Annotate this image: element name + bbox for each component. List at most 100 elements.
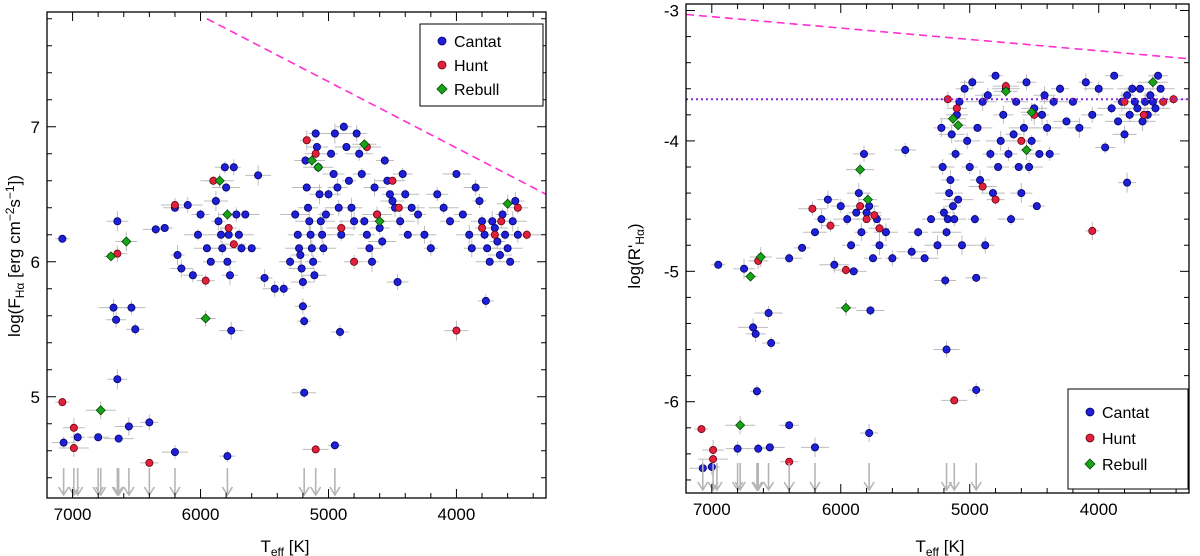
left-cantat-point: [310, 271, 319, 280]
left-cantat-point: [254, 171, 263, 180]
left-upper-limit-arrow: [143, 468, 156, 497]
left-cantat-point: [312, 142, 321, 151]
left-cantat-point: [214, 217, 223, 226]
left-cantat-point: [407, 203, 416, 212]
left-upper-limit-arrow: [57, 468, 70, 497]
right-cantat-point: [996, 136, 1005, 145]
left-cantat-point: [196, 210, 205, 219]
right-cantat-point: [1101, 143, 1110, 152]
right-cantat-point: [914, 228, 923, 237]
left-cantat-point: [151, 225, 160, 234]
left-cantat-point: [337, 230, 346, 239]
left-cantat-point: [426, 244, 435, 253]
left-cantat-point: [296, 250, 305, 259]
left-hunt-point: [373, 210, 382, 219]
right-cantat-point: [1123, 178, 1132, 187]
right-cantat-point: [1154, 71, 1163, 80]
left-legend-label-rebull: Rebull: [454, 82, 499, 99]
left-cantat-point: [298, 302, 307, 311]
right-cantat-point: [869, 254, 878, 263]
left-cantat-point: [493, 237, 502, 246]
left-cantat-point: [305, 217, 314, 226]
right-x-tick-label: 7000: [693, 500, 731, 519]
left-hunt-point: [201, 276, 210, 285]
right-cantat-point: [1138, 117, 1147, 126]
right-rebull-point: [855, 164, 866, 175]
right-cantat-point: [1075, 123, 1084, 132]
right-cantat-point: [1037, 110, 1046, 119]
left-cantat-point: [446, 217, 455, 226]
left-cantat-point: [173, 250, 182, 259]
left-cantat-point: [316, 217, 325, 226]
right-cantat-point: [941, 276, 950, 285]
right-cantat-point: [1027, 136, 1036, 145]
right-panel: 7000 6000 5000 4000 -6 -5 -4 -3 Teff [K] log(R…: [625, 2, 1190, 556]
right-upper-limit-arrow: [762, 463, 775, 492]
left-rebull-point: [502, 198, 513, 209]
left-cantat-point: [330, 129, 339, 138]
right-cantat-point: [1094, 84, 1103, 93]
left-y-tick-label: 7: [31, 118, 40, 137]
left-upper-limit-arrow: [310, 468, 322, 497]
right-upper-limit-arrow: [711, 463, 723, 492]
right-upper-limit-arrow: [940, 463, 953, 492]
right-y-tick-label: -6: [664, 393, 679, 412]
right-cantat-point: [950, 215, 959, 224]
right-cantat-point: [810, 228, 819, 237]
left-cantat-point: [270, 284, 279, 293]
left-upper-limit-arrow: [72, 468, 84, 497]
left-cantat-point: [202, 244, 211, 253]
left-legend-label-hunt: Hunt: [454, 58, 488, 75]
right-hunt-point: [862, 215, 871, 224]
left-x-tick-label: 5000: [310, 505, 348, 524]
left-cantat-point: [362, 230, 371, 239]
right-cantat-point: [847, 241, 856, 250]
left-cantat-point: [414, 210, 423, 219]
left-cantat-point: [309, 257, 318, 266]
right-cantat-point: [939, 208, 948, 217]
right-legend-label-cantat: Cantat: [1102, 405, 1150, 422]
left-rebull-point: [214, 175, 225, 186]
left-hunt-point: [388, 176, 397, 185]
right-hunt-point: [709, 455, 718, 464]
right-hunt-point: [808, 204, 817, 213]
left-hunt-point: [522, 230, 531, 239]
left-cantat-point: [113, 375, 122, 384]
right-y-ticks: -6 -5 -4 -3: [664, 2, 1189, 481]
left-cantat-point: [293, 230, 302, 239]
left-cantat-point: [183, 201, 192, 210]
left-hunt-point: [113, 249, 122, 258]
right-cantat-point: [785, 421, 794, 430]
left-cantat-point: [365, 244, 374, 253]
right-cantat-point: [752, 387, 761, 396]
left-cantat-point: [367, 257, 376, 266]
right-cantat-point: [707, 462, 716, 471]
left-cantat-point: [114, 434, 123, 443]
right-rebull-point: [1147, 77, 1158, 88]
left-cantat-point: [224, 230, 233, 239]
right-rebull-point: [862, 194, 873, 205]
right-cantat-point: [1019, 123, 1028, 132]
right-threshold-lines: [686, 13, 1189, 101]
left-hunt-point: [69, 423, 78, 432]
right-legend-marker-hunt: [1085, 433, 1095, 443]
left-rebull-point: [222, 209, 233, 220]
right-axes-frame: [685, 3, 1190, 494]
right-hunt-point: [856, 202, 865, 211]
left-hunt-point: [490, 230, 499, 239]
left-cantat-point: [237, 244, 246, 253]
left-threshold-line: [206, 18, 546, 195]
right-cantat-point: [830, 260, 839, 269]
left-upper-limit-arrow: [112, 468, 125, 497]
left-cantat-point: [433, 190, 442, 199]
left-cantat-point: [488, 217, 497, 226]
right-cantat-point: [1025, 162, 1034, 171]
right-upper-limit-arrow: [970, 463, 982, 492]
right-cantat-point: [875, 241, 884, 250]
left-cantat-point: [480, 230, 489, 239]
left-cantat-point: [94, 433, 103, 442]
left-cantat-point: [109, 303, 118, 312]
right-cantat-point: [965, 162, 974, 171]
right-hunt-point: [697, 425, 706, 434]
left-rebull-point: [105, 251, 117, 262]
